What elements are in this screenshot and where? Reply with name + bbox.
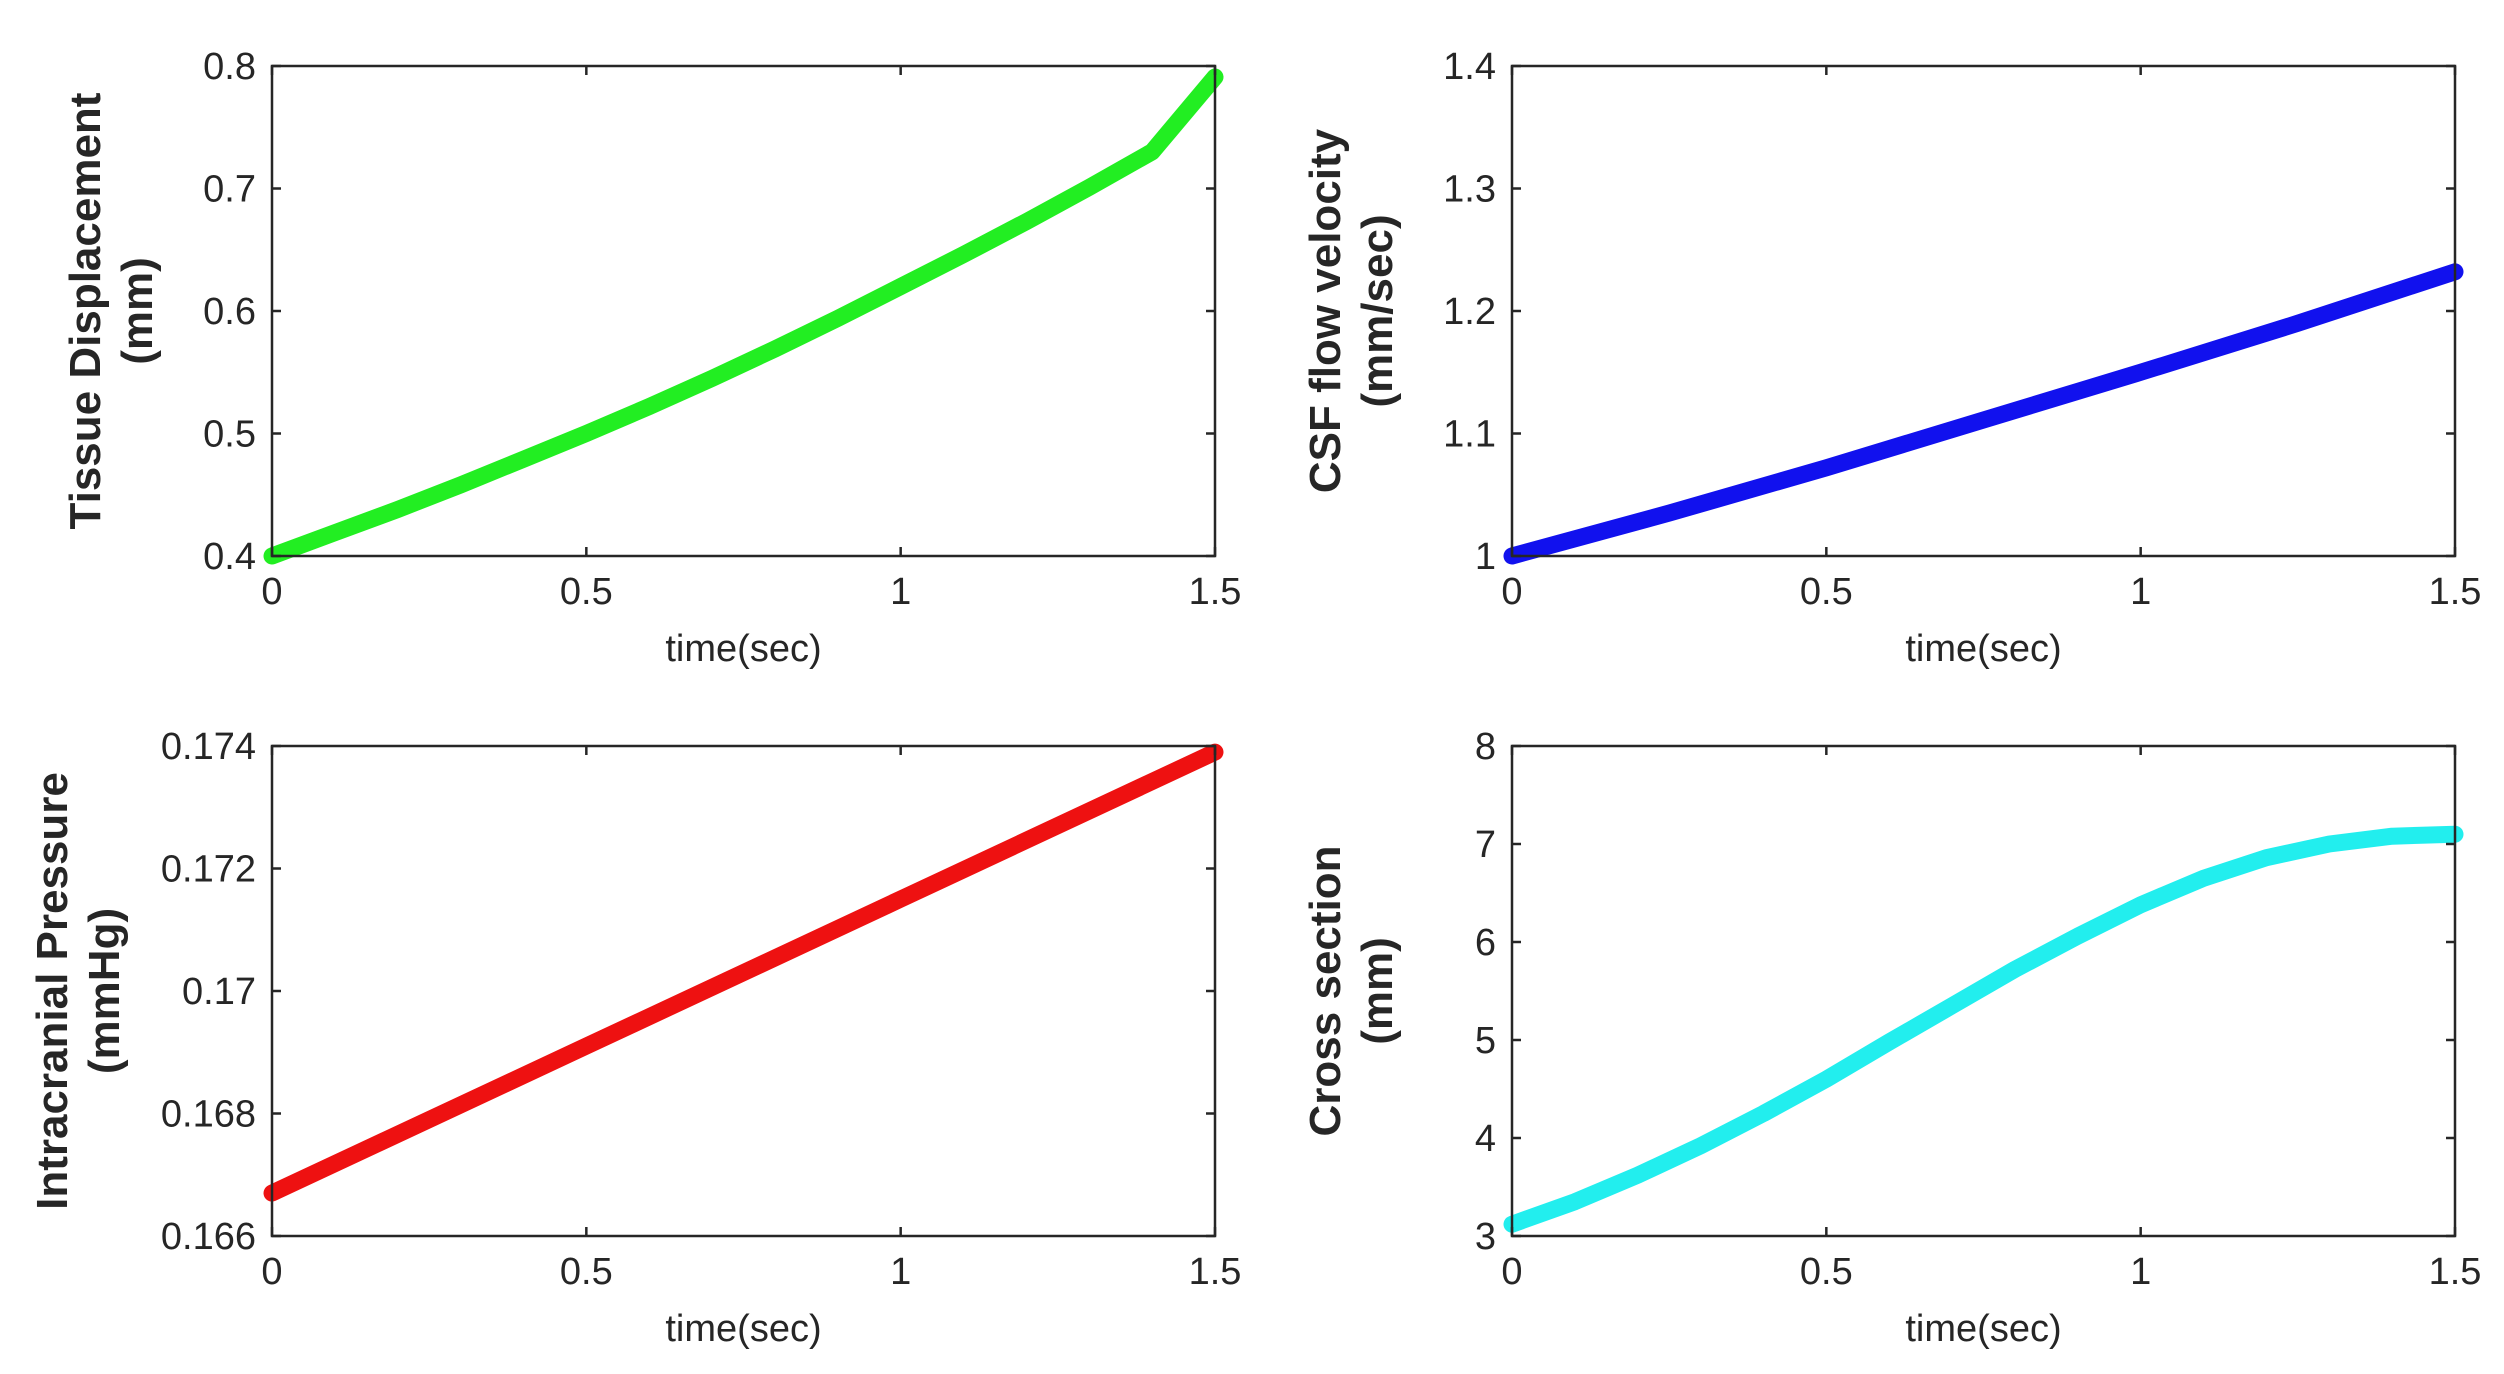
x-tick-label: 0.5 (560, 571, 613, 613)
series-line (263, 743, 1224, 1202)
y-axis-label-line-1: Cross section (1301, 846, 1350, 1137)
x-tick-label: 1.5 (2429, 1251, 2482, 1293)
x-tick-label: 0.5 (1800, 1251, 1853, 1293)
x-tick-label: 0 (1501, 1251, 1522, 1293)
y-axis-label-line-2: (mm) (113, 257, 162, 365)
y-tick-label: 6 (1475, 922, 1496, 964)
y-axis-label-line-2: (mm) (1353, 937, 1402, 1045)
y-tick-label: 0.6 (203, 291, 256, 333)
y-tick-label: 4 (1475, 1118, 1496, 1160)
y-tick-label: 3 (1475, 1216, 1496, 1258)
y-axis-label-line-1: Tissue Displacement (61, 92, 110, 529)
y-tick-label: 7 (1475, 824, 1496, 866)
x-tick-label: 1 (890, 1251, 911, 1293)
y-tick-label: 0.17 (182, 971, 256, 1013)
x-tick-label: 1 (2130, 1251, 2151, 1293)
x-tick-label: 1.5 (1189, 571, 1242, 613)
y-tick-label: 0.168 (161, 1094, 256, 1136)
y-tick-label: 1.4 (1443, 46, 1496, 88)
y-tick-label: 0.8 (203, 46, 256, 88)
x-tick-label: 1 (2130, 571, 2151, 613)
y-tick-label: 1.1 (1443, 414, 1496, 456)
y-tick-label: 0.166 (161, 1216, 256, 1258)
chart-panel-4: 0 0.5 1 1.5 3 4 5 6 7 8 time(sec) Cross section (mm) (1301, 726, 2481, 1350)
y-axis-label-line-1: Intracranial Pressure (28, 772, 77, 1210)
chart-panel-1: 0 0.5 1 1.5 0.4 0.5 0.6 0.7 0.8 time(sec) Tissue D… (61, 46, 1241, 670)
chart-panel-2: 0 0.5 1 1.5 1 1.1 1.2 1.3 1.4 time(sec) CSF flow v… (1301, 46, 2481, 670)
x-tick-label: 1 (890, 571, 911, 613)
x-axis-label: time(sec) (1905, 1308, 2061, 1350)
plot-frame (1510, 744, 2457, 1238)
y-tick-label: 1.3 (1443, 169, 1496, 211)
y-axis-label-line-2: (mmHg) (80, 908, 129, 1074)
x-tick-label: 0 (1501, 571, 1522, 613)
x-tick-label: 0 (261, 1251, 282, 1293)
y-tick-label: 1.2 (1443, 291, 1496, 333)
x-tick-label: 0 (261, 571, 282, 613)
y-tick-label: 8 (1475, 726, 1496, 768)
x-tick-label: 1.5 (1189, 1251, 1242, 1293)
y-tick-label: 0.172 (161, 849, 256, 891)
x-tick-label: 0.5 (1800, 571, 1853, 613)
x-tick-label: 1.5 (2429, 571, 2482, 613)
x-axis-label: time(sec) (1905, 628, 2061, 670)
y-axis-label-line-1: CSF flow velocity (1301, 128, 1350, 493)
y-axis-label-line-2: (mm/sec) (1353, 214, 1402, 407)
y-tick-label: 0.174 (161, 726, 256, 768)
x-tick-label: 0.5 (560, 1251, 613, 1293)
y-tick-label: 0.5 (203, 414, 256, 456)
series-line (1503, 263, 2464, 565)
series-line (1503, 825, 2464, 1233)
y-tick-label: 5 (1475, 1020, 1496, 1062)
x-axis-label: time(sec) (665, 1308, 821, 1350)
series-line (263, 68, 1224, 565)
y-tick-label: 0.7 (203, 169, 256, 211)
plot-frame (270, 64, 1217, 558)
y-tick-label: 1 (1475, 536, 1496, 578)
x-axis-label: time(sec) (665, 628, 821, 670)
y-tick-label: 0.4 (203, 536, 256, 578)
chart-panel-3: 0 0.5 1 1.5 0.166 0.168 0.17 0.172 0.174 time(sec… (28, 726, 1241, 1350)
